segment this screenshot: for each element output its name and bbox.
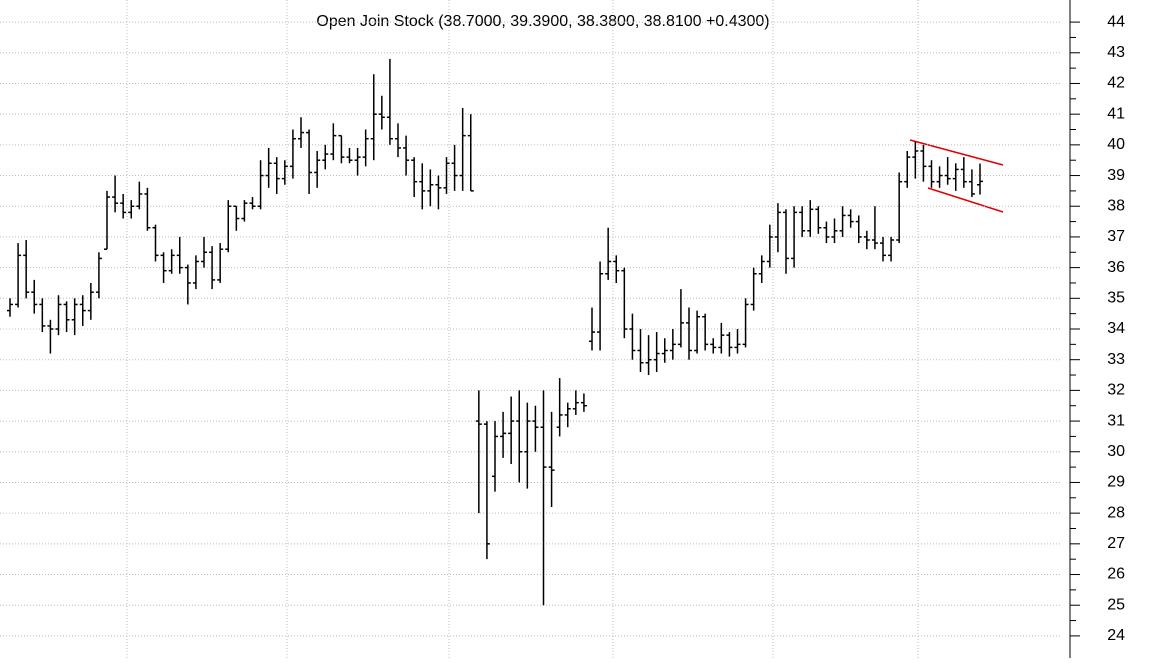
y-tick-label: 27 [1107, 535, 1125, 552]
y-tick-label: 34 [1107, 320, 1125, 337]
y-tick-label: 24 [1107, 627, 1125, 644]
y-tick-label: 44 [1107, 13, 1125, 30]
y-tick-label: 35 [1107, 290, 1125, 307]
y-tick-label: 36 [1107, 259, 1125, 276]
y-tick-label: 37 [1107, 228, 1125, 245]
y-tick-label: 28 [1107, 504, 1125, 521]
y-tick-label: 33 [1107, 351, 1125, 368]
y-tick-label: 42 [1107, 75, 1125, 92]
y-tick-label: 38 [1107, 197, 1125, 214]
y-tick-label: 41 [1107, 105, 1125, 122]
y-tick-label: 26 [1107, 566, 1125, 583]
y-tick-label: 29 [1107, 474, 1125, 491]
y-tick-label: 30 [1107, 443, 1125, 460]
y-tick-label: 43 [1107, 44, 1125, 61]
trend-line [909, 139, 1004, 166]
y-tick-label: 40 [1107, 136, 1125, 153]
y-tick-label: 25 [1107, 596, 1125, 613]
y-tick-label: 32 [1107, 382, 1125, 399]
y-tick-label: 31 [1107, 412, 1125, 429]
trend-line [927, 187, 1004, 213]
y-tick-label: 39 [1107, 167, 1125, 184]
